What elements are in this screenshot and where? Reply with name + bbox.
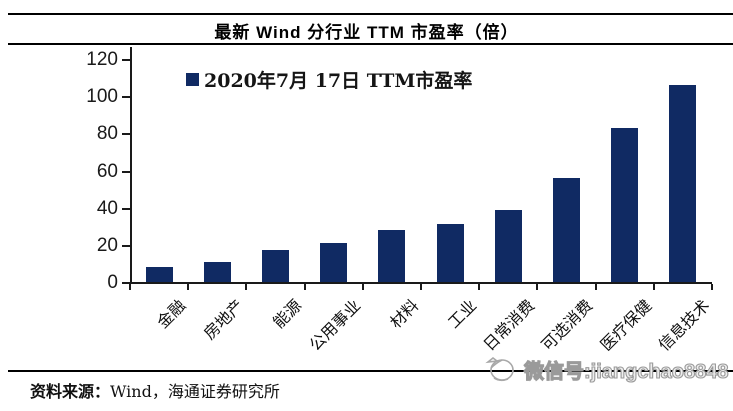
source-text: Wind，海通证券研究所 <box>110 382 280 401</box>
x-axis-tick <box>187 284 190 290</box>
y-axis-tick-label: 20 <box>96 234 118 256</box>
y-axis-tick <box>122 170 130 173</box>
y-axis-tick-label: 80 <box>96 123 118 145</box>
chart-title: 最新 Wind 分行业 TTM 市盈率（倍） <box>214 23 519 42</box>
x-axis-tick <box>594 284 597 290</box>
x-axis-label: 能源 <box>269 295 306 332</box>
source-note: 资料来源：Wind，海通证券研究所 <box>30 378 280 402</box>
y-axis-tick-label: 120 <box>86 49 118 70</box>
x-axis-label: 公用事业 <box>305 295 364 355</box>
y-axis-tick <box>122 59 130 61</box>
bottom-divider <box>8 370 733 372</box>
x-axis-tick <box>536 284 539 290</box>
x-axis-label: 金融 <box>153 295 190 332</box>
y-axis-tick <box>122 244 130 247</box>
bar <box>669 85 697 282</box>
y-axis-tick-label: 100 <box>86 86 118 108</box>
y-axis-tick <box>122 207 130 210</box>
x-axis-label: 日常消费 <box>479 295 539 355</box>
x-axis-tick <box>245 284 248 290</box>
bar <box>145 267 173 282</box>
x-axis-label: 可选消费 <box>538 295 597 355</box>
bar <box>553 177 580 282</box>
title-divider <box>8 43 733 45</box>
x-axis-tick <box>420 284 422 290</box>
x-axis-tick <box>129 284 131 290</box>
x-axis-line <box>130 282 712 284</box>
sketch-circle-icon <box>485 356 514 382</box>
x-axis-tick <box>361 284 364 290</box>
y-axis-tick-label: 60 <box>96 160 118 182</box>
y-axis-tick-label: 0 <box>107 272 118 293</box>
x-axis-label: 信息技术 <box>654 295 714 355</box>
x-axis-tick <box>478 284 481 290</box>
x-axis-label: 医疗保健 <box>596 295 655 355</box>
x-axis-label: 材料 <box>386 295 423 332</box>
watermark: 微信号:jiangchao8848 <box>484 352 729 386</box>
source-label: 资料来源： <box>30 382 111 401</box>
legend: 2020年7月 17日 TTM市盈率 <box>186 66 472 93</box>
bar <box>378 229 406 282</box>
x-axis-label: 工业 <box>444 295 481 332</box>
y-axis-tick-label: 40 <box>96 197 118 219</box>
x-axis-tick <box>711 284 713 290</box>
y-axis-tick <box>122 282 130 284</box>
watermark-text: 微信号:jiangchao8848 <box>523 360 729 383</box>
top-divider <box>8 13 733 15</box>
bar <box>262 250 289 282</box>
legend-swatch <box>186 73 199 86</box>
x-axis-tick <box>652 284 655 290</box>
bar <box>320 242 348 282</box>
y-axis-line <box>130 47 132 283</box>
y-axis-tick <box>122 96 130 99</box>
bar <box>494 209 522 282</box>
bar <box>436 224 464 282</box>
x-axis-label: 房地产 <box>200 295 248 344</box>
legend-label: 2020年7月 17日 TTM市盈率 <box>204 70 473 92</box>
x-axis-tick <box>303 284 306 290</box>
bar <box>611 127 639 282</box>
bar <box>203 261 231 282</box>
y-axis-tick <box>122 133 130 136</box>
